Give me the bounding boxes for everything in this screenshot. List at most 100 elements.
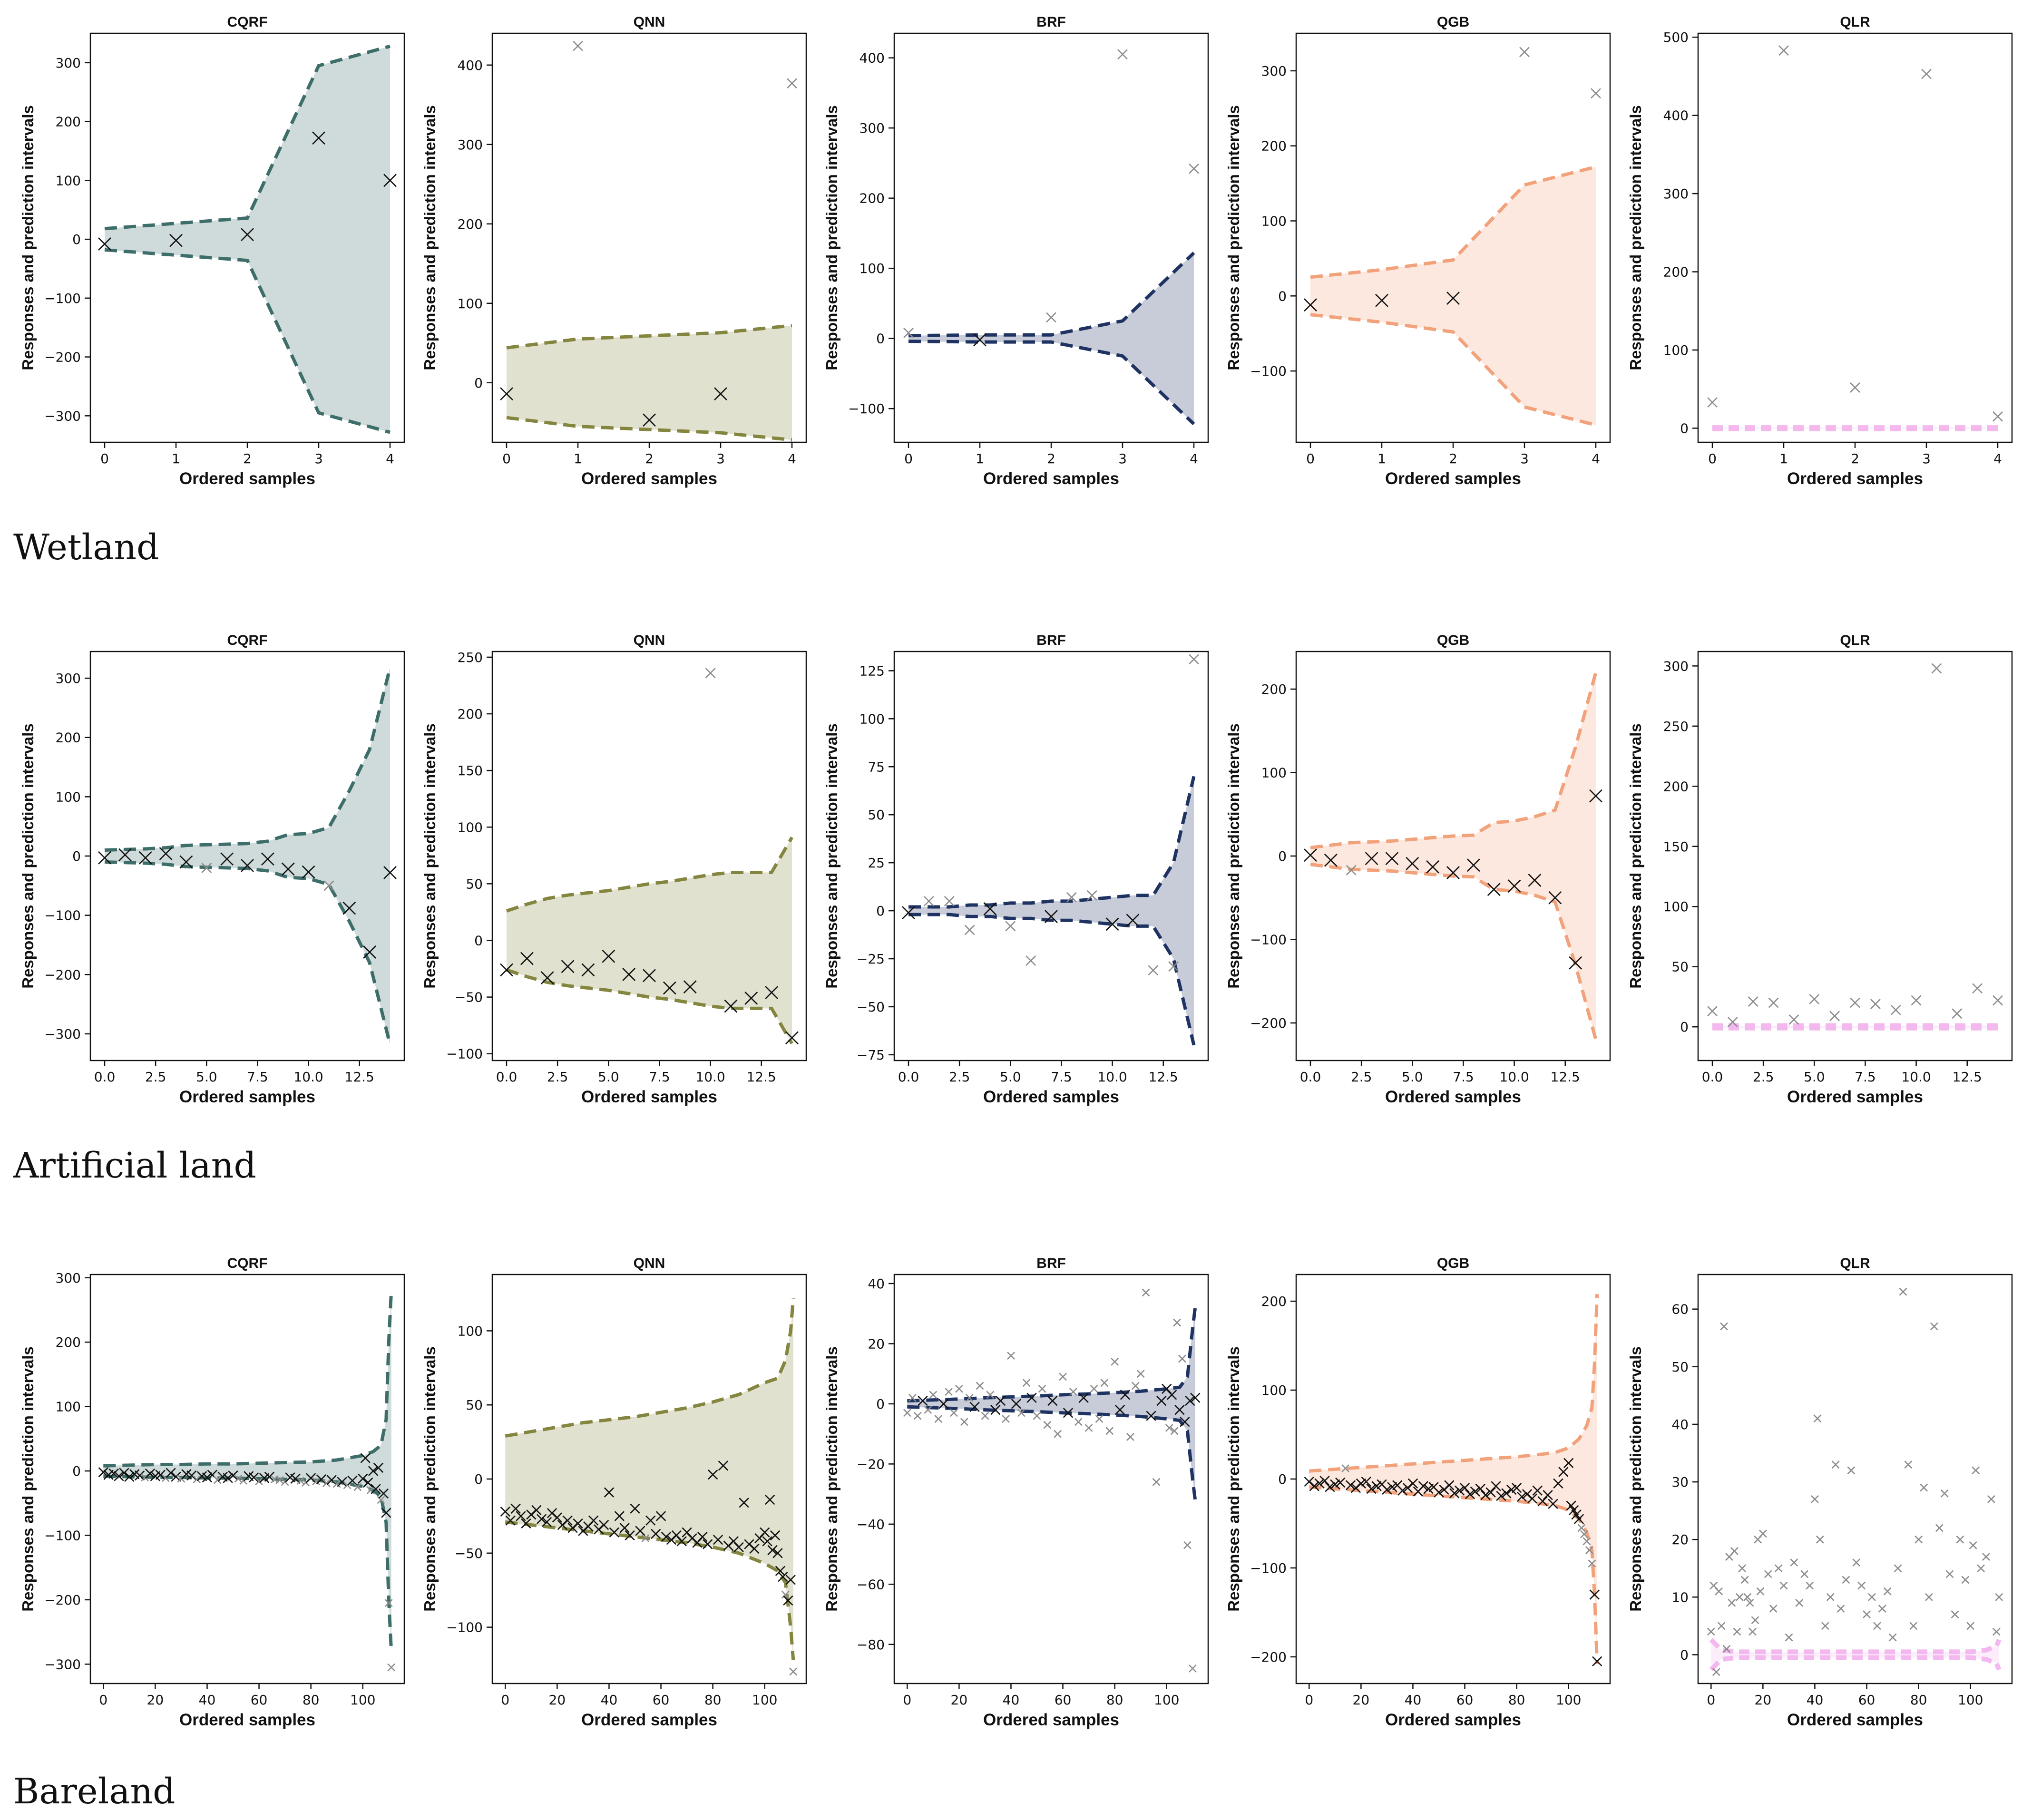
response-marker-stroke [1428,1482,1439,1492]
response-marker-stroke [114,1471,124,1481]
response-marker [1189,654,1199,665]
y-axis-label: Responses and prediction intervals [19,723,37,989]
response-marker-stroke [516,1511,526,1521]
response-marker [950,1409,958,1417]
x-tick-label: 7.5 [1453,1069,1474,1085]
response-marker-stroke [129,1469,140,1479]
response-marker [643,413,656,427]
response-marker-stroke [770,1530,781,1541]
x-tick-label: 0 [502,451,511,467]
response-marker [622,968,636,981]
response-marker [703,1539,713,1549]
response-marker [322,1479,331,1488]
response-marker-stroke [1038,1384,1046,1393]
y-axis-label: Responses and prediction intervals [421,1346,439,1612]
response-marker [1992,1627,2001,1636]
response-marker [581,963,595,977]
response-marker [902,906,915,920]
response-marker-stroke [387,1663,396,1672]
response-marker-stroke [1717,1622,1726,1630]
response-marker-stroke [1548,891,1562,905]
response-marker-stroke [241,859,254,872]
response-marker [275,1476,284,1484]
response-marker-stroke [366,1486,375,1495]
response-marker [1059,1372,1067,1381]
response-marker-stroke [1047,1395,1058,1406]
response-marker [1951,1610,1959,1619]
response-marker-stroke [1100,1379,1109,1387]
lower-bound-line [506,968,794,1045]
response-marker-stroke [1366,1483,1377,1494]
x-tick-label: 4 [1993,451,2002,467]
response-marker-stroke [1577,1524,1586,1532]
response-marker [261,852,274,866]
chart-artificial-qlr: QLR 0.0 2.5 5.0 7.5 10.0 12.5 0 50 100 150 200 250 30… [1627,633,2013,1106]
response-marker-stroke [983,902,997,915]
y-tick-label: 0 [1680,420,1689,436]
response-marker-stroke [531,1505,542,1516]
response-marker-stroke [1105,917,1119,931]
response-marker [1325,1482,1335,1492]
x-tick-label: 40 [199,1692,216,1708]
response-marker-stroke [1563,1458,1574,1469]
response-marker [1961,1576,1970,1584]
response-marker-stroke [762,1536,772,1547]
x-tick-label: 80 [1106,1692,1123,1708]
response-marker [108,1468,119,1479]
response-marker [241,859,254,872]
y-axis-label: Responses and prediction intervals [19,1346,37,1612]
response-marker-stroke [986,1391,995,1399]
y-axis-label: Responses and prediction intervals [1225,723,1242,989]
response-marker [641,1534,650,1543]
x-tick-label: 12.5 [1551,1069,1580,1085]
response-marker-stroke [1816,1535,1824,1544]
response-marker-stroke [1909,1622,1918,1630]
response-marker-stroke [312,1477,320,1486]
lower-bound-line [1309,1485,1599,1664]
y-tick-label: 100 [458,296,483,311]
y-tick-label: −60 [857,1577,885,1592]
response-marker-stroke [1977,1564,1985,1573]
response-marker [1952,1008,1963,1019]
response-marker [1850,997,1860,1008]
lower-bound-line [1310,313,1596,427]
response-marker-stroke [1951,1610,1959,1619]
response-marker-stroke [383,866,397,879]
response-marker-stroke [1758,1529,1767,1538]
response-marker [630,1503,640,1514]
response-marker-stroke [598,1519,609,1530]
response-marker-stroke [1325,1482,1335,1492]
y-tick-label: −20 [857,1456,885,1472]
y-tick-label: 20 [1671,1532,1689,1547]
y-tick-label: 60 [1671,1302,1689,1317]
response-marker [960,1418,968,1426]
response-marker [1537,1496,1548,1507]
response-marker [1185,1395,1195,1406]
x-tick-label: 12.5 [345,1069,374,1085]
response-marker-stroke [1114,1404,1125,1415]
response-marker [1335,1477,1346,1488]
response-marker-stroke [1568,1505,1579,1516]
response-marker-stroke [1111,1357,1119,1366]
response-marker [1543,1489,1553,1500]
y-tick-label: 0 [72,1463,81,1479]
response-marker [383,174,397,187]
x-tick-label: 0 [1306,451,1315,467]
response-marker [760,1527,770,1538]
y-tick-label: 50 [466,876,483,892]
upper-bound-line [907,1307,1197,1403]
response-marker-stroke [1170,1427,1179,1435]
response-marker-stroke [602,949,615,963]
response-marker-stroke [1485,1487,1496,1498]
interval-band [507,325,792,440]
x-tick-label: 100 [350,1692,375,1708]
response-marker [1406,856,1419,870]
response-marker [1487,883,1501,896]
response-marker-stroke [964,925,975,935]
response-marker [1758,1529,1767,1538]
response-marker-stroke [1166,1390,1177,1400]
response-marker-stroke [1890,1004,1901,1015]
y-tick-label: 250 [1663,719,1689,734]
response-marker-stroke [1063,1408,1074,1418]
response-marker-stroke [1945,1570,1954,1578]
